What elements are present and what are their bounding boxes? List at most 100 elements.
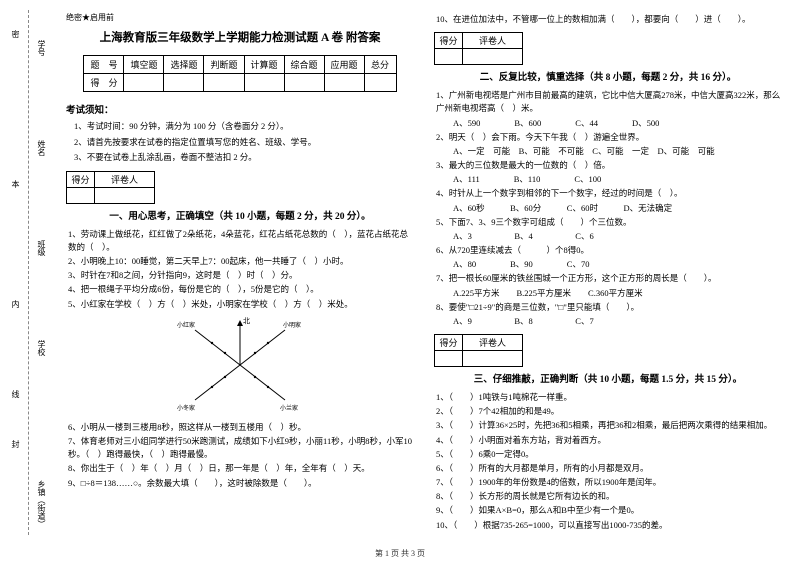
score-cell[interactable] bbox=[284, 74, 324, 92]
score-header: 选择题 bbox=[164, 56, 204, 74]
sig-label: 得分 bbox=[435, 335, 463, 351]
sig-cell[interactable] bbox=[435, 351, 463, 367]
diagram-label-north: 北 bbox=[243, 317, 250, 325]
signature-table: 得分评卷人 bbox=[66, 171, 155, 204]
binding-mark: 密 bbox=[10, 30, 21, 40]
question: 8、要使"□21÷9"的商是三位数，"□"里只能填（ ）。 bbox=[436, 301, 782, 314]
table-row: 得 分 bbox=[84, 74, 396, 92]
signature-table: 得分评卷人 bbox=[434, 334, 523, 367]
score-cell[interactable] bbox=[324, 74, 364, 92]
part2-title: 二、反复比较，慎重选择（共 8 小题，每题 2 分，共 16 分）。 bbox=[434, 69, 782, 83]
sig-cell[interactable] bbox=[463, 351, 523, 367]
question: 7、把一根长60厘米的铁丝围城一个正方形，这个正方形的周长是（ ）。 bbox=[436, 272, 782, 285]
question: 5、（ ）6乘0一定得0。 bbox=[436, 448, 782, 461]
score-header: 总分 bbox=[364, 56, 396, 74]
binding-field-label: 班级 bbox=[36, 240, 47, 256]
score-row-label: 得 分 bbox=[84, 74, 124, 92]
score-header: 填空题 bbox=[124, 56, 164, 74]
options: A、111 B、110 C、100 bbox=[436, 173, 782, 186]
content-area: 绝密★启用前 上海教育版三年级数学上学期能力检测试题 A 卷 附答案 题 号 填… bbox=[60, 0, 800, 565]
notice-item: 2、请首先按要求在试卷的指定位置填写您的姓名、班级、学号。 bbox=[74, 136, 414, 150]
question: 6、从720里连续减去（ ）个8得0。 bbox=[436, 244, 782, 257]
question: 8、（ ）长方形的周长就是它所有边长的和。 bbox=[436, 490, 782, 503]
sig-cell[interactable] bbox=[67, 187, 95, 203]
question: 2、明天（ ）会下雨。今天下午我（ ）游遍全世界。 bbox=[436, 131, 782, 144]
notice-item: 3、不要在试卷上乱涂乱画，卷面不整洁扣 2 分。 bbox=[74, 151, 414, 165]
score-cell[interactable] bbox=[164, 74, 204, 92]
question: 2、（ ）7个42相加的和是49。 bbox=[436, 405, 782, 418]
options: A、9 B、8 C、7 bbox=[436, 315, 782, 328]
question: 4、时针从上一个数字到相邻的下一个数字，经过的时间是（ ）。 bbox=[436, 187, 782, 200]
right-column: 10、在进位加法中，不管哪一位上的数相加满（ ），都要向（ ）进（ ）。 得分评… bbox=[434, 12, 782, 565]
options: A、一定 可能 B、可能 不可能 C、可能 一定 D、可能 可能 bbox=[436, 145, 782, 158]
question: 10、在进位加法中，不管哪一位上的数相加满（ ），都要向（ ）进（ ）。 bbox=[436, 13, 782, 26]
question: 5、小红家在学校（ ）方（ ）米处，小明家在学校（ ）方（ ）米处。 bbox=[68, 298, 414, 311]
part3-title: 三、仔细推敲，正确判断（共 10 小题，每题 1.5 分，共 15 分）。 bbox=[434, 371, 782, 385]
part1-title: 一、用心思考，正确填空（共 10 小题，每题 2 分，共 20 分）。 bbox=[66, 208, 414, 222]
question: 3、时针在7和8之间，分针指向9，这时是（ ）时（ ）分。 bbox=[68, 269, 414, 282]
sig-cell[interactable] bbox=[463, 49, 523, 65]
diagram-label: 小红家 bbox=[177, 321, 195, 329]
binding-field-label: 乡镇（街道） bbox=[36, 480, 47, 528]
diagram-label: 小兰家 bbox=[280, 404, 298, 412]
score-header: 综合题 bbox=[284, 56, 324, 74]
question: 9、（ ）如果A×B=0，那么A和B中至少有一个是0。 bbox=[436, 504, 782, 517]
sig-label: 评卷人 bbox=[463, 335, 523, 351]
question: 7、体育老师对三小组同学进行50米跑测试，成绩如下小红9秒，小丽11秒，小明8秒… bbox=[68, 435, 414, 461]
sig-label: 得分 bbox=[67, 171, 95, 187]
notice-heading: 考试须知： bbox=[66, 102, 414, 116]
sig-label: 评卷人 bbox=[463, 33, 523, 49]
binding-margin: 学号 密 姓名 本 班级 内 学校 线 封 乡镇（街道） bbox=[0, 0, 60, 565]
binding-mark: 本 bbox=[10, 180, 21, 190]
binding-mark: 线 bbox=[10, 390, 21, 400]
options: A、60秒 B、60分 C、60时 D、无法确定 bbox=[436, 202, 782, 215]
question: 6、小明从一楼到三楼用8秒，照这样从一楼到五楼用（ ）秒。 bbox=[68, 421, 414, 434]
page-footer: 第 1 页 共 3 页 bbox=[0, 548, 800, 559]
left-column: 绝密★启用前 上海教育版三年级数学上学期能力检测试题 A 卷 附答案 题 号 填… bbox=[66, 12, 414, 565]
score-cell[interactable] bbox=[204, 74, 244, 92]
question: 1、广州新电视塔是广州市目前最高的建筑，它比中信大厦高278米，中信大厦高322… bbox=[436, 89, 782, 115]
sig-cell[interactable] bbox=[95, 187, 155, 203]
binding-mark: 封 bbox=[10, 440, 21, 450]
question: 3、最大的三位数是最大的一位数的（ ）倍。 bbox=[436, 159, 782, 172]
options: A、80 B、90 C、70 bbox=[436, 258, 782, 271]
table-row: 题 号 填空题 选择题 判断题 计算题 综合题 应用题 总分 bbox=[84, 56, 396, 74]
question: 4、（ ）小明面对着东方站，背对着西方。 bbox=[436, 434, 782, 447]
question: 1、劳动课上做纸花，红红做了2朵纸花，4朵蓝花，红花占纸花总数的（ ），蓝花占纸… bbox=[68, 228, 414, 254]
question: 3、（ ）计算36×25时，先把36和5相乘，再把36和2相乘，最后把两次乘得的… bbox=[436, 419, 782, 432]
sig-label: 评卷人 bbox=[95, 171, 155, 187]
signature-table: 得分评卷人 bbox=[434, 32, 523, 65]
question: 5、下面7、3、9三个数字可组成（ ）个三位数。 bbox=[436, 216, 782, 229]
options: A、590 B、600 C、44 D、500 bbox=[436, 117, 782, 130]
exam-page: 学号 密 姓名 本 班级 内 学校 线 封 乡镇（街道） 绝密★启用前 上海教育… bbox=[0, 0, 800, 565]
sig-label: 得分 bbox=[435, 33, 463, 49]
diagram-label: 小冬家 bbox=[177, 404, 195, 412]
score-cell[interactable] bbox=[364, 74, 396, 92]
question: 7、（ ）1900年的年份数是4的倍数，所以1900年是闰年。 bbox=[436, 476, 782, 489]
score-header: 应用题 bbox=[324, 56, 364, 74]
question: 10、（ ）根据735-265=1000，可以直接写出1000-735的差。 bbox=[436, 519, 782, 532]
question: 2、小明晚上10：00睡觉，第二天早上7：00起床，他一共睡了（ ）小时。 bbox=[68, 255, 414, 268]
score-header: 判断题 bbox=[204, 56, 244, 74]
options: A.225平方米 B.225平方厘米 C.360平方厘米 bbox=[436, 287, 782, 300]
notice-item: 1、考试时间：90 分钟，满分为 100 分（含卷面分 2 分）。 bbox=[74, 120, 414, 134]
question: 8、你出生于（ ）年（ ）月（ ）日，那一年是（ ）年，全年有（ ）天。 bbox=[68, 462, 414, 475]
options: A、3 B、4 C、6 bbox=[436, 230, 782, 243]
question: 9、□÷8＝138……○。余数最大填（ ），这时被除数是（ ）。 bbox=[68, 477, 414, 490]
question: 4、把一根绳子平均分成6份，每份是它的（ ），5份是它的（ ）。 bbox=[68, 283, 414, 296]
direction-diagram: 北 小红家 小明家 小冬家 小兰家 bbox=[66, 315, 414, 417]
score-cell[interactable] bbox=[124, 74, 164, 92]
question: 1、（ ）1吨铁与1吨棉花一样重。 bbox=[436, 391, 782, 404]
binding-dashed-line bbox=[28, 10, 29, 535]
score-cell[interactable] bbox=[244, 74, 284, 92]
score-table: 题 号 填空题 选择题 判断题 计算题 综合题 应用题 总分 得 分 bbox=[83, 55, 396, 92]
question: 6、（ ）所有的大月都是单月，所有的小月都是双月。 bbox=[436, 462, 782, 475]
score-header: 计算题 bbox=[244, 56, 284, 74]
diagram-label: 小明家 bbox=[283, 321, 301, 329]
secret-label: 绝密★启用前 bbox=[66, 12, 414, 23]
sig-cell[interactable] bbox=[435, 49, 463, 65]
score-header: 题 号 bbox=[84, 56, 124, 74]
binding-field-label: 学校 bbox=[36, 340, 47, 356]
binding-mark: 内 bbox=[10, 300, 21, 310]
exam-title: 上海教育版三年级数学上学期能力检测试题 A 卷 附答案 bbox=[66, 29, 414, 45]
